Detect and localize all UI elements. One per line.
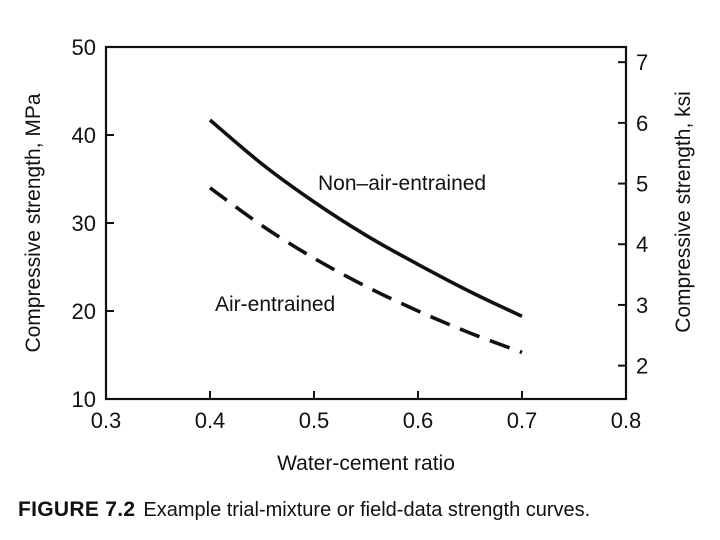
y-tick-label: 40 (72, 123, 96, 148)
x-tick-label: 0.5 (299, 408, 330, 433)
x-axis-title: Water-cement ratio (277, 452, 455, 475)
y-tick-label: 10 (72, 387, 96, 412)
caption-text: Example trial-mixture or field-data stre… (143, 499, 591, 521)
y-tick-label: 50 (72, 35, 96, 60)
x-axis: 0.3 0.4 0.5 0.6 0.7 0.8 (91, 391, 642, 433)
y2-tick-label: 5 (636, 172, 648, 197)
caption-figure-number: FIGURE 7.2 (18, 498, 136, 521)
x-tick-label: 0.8 (611, 408, 642, 433)
strength-chart: 0.3 0.4 0.5 0.6 0.7 0.8 10 20 30 40 50 2 3 4 5 6 7 Wat… (22, 35, 695, 475)
y-tick-label: 30 (72, 211, 96, 236)
x-tick-label: 0.6 (403, 408, 434, 433)
x-tick-label: 0.7 (507, 408, 538, 433)
y-axis-right: 2 3 4 5 6 7 (618, 50, 648, 379)
x-tick-label: 0.4 (195, 408, 226, 433)
series-line-air-entrained (208, 186, 523, 355)
y2-tick-label: 3 (636, 293, 648, 318)
y2-tick-label: 6 (636, 111, 648, 136)
series-label-air-entrained: Air-entrained (215, 293, 335, 316)
y2-tick-label: 2 (636, 354, 648, 379)
figure-caption: FIGURE 7.2 Example trial-mixture or field… (18, 498, 590, 522)
y-axis-title: Compressive strength, MPa (22, 93, 45, 352)
series-label-non-air-entrained: Non–air-entrained (318, 172, 486, 195)
y2-axis-title: Compressive strength, ksi (672, 91, 695, 333)
y2-tick-label: 4 (636, 232, 648, 257)
plot-frame (104, 45, 628, 401)
y-tick-label: 20 (72, 299, 96, 324)
y-axis-left: 10 20 30 40 50 (72, 35, 114, 412)
y2-tick-label: 7 (636, 50, 648, 75)
series-line-non-air-entrained (208, 118, 523, 318)
series-layer (208, 118, 523, 355)
x-tick-label: 0.3 (91, 408, 122, 433)
